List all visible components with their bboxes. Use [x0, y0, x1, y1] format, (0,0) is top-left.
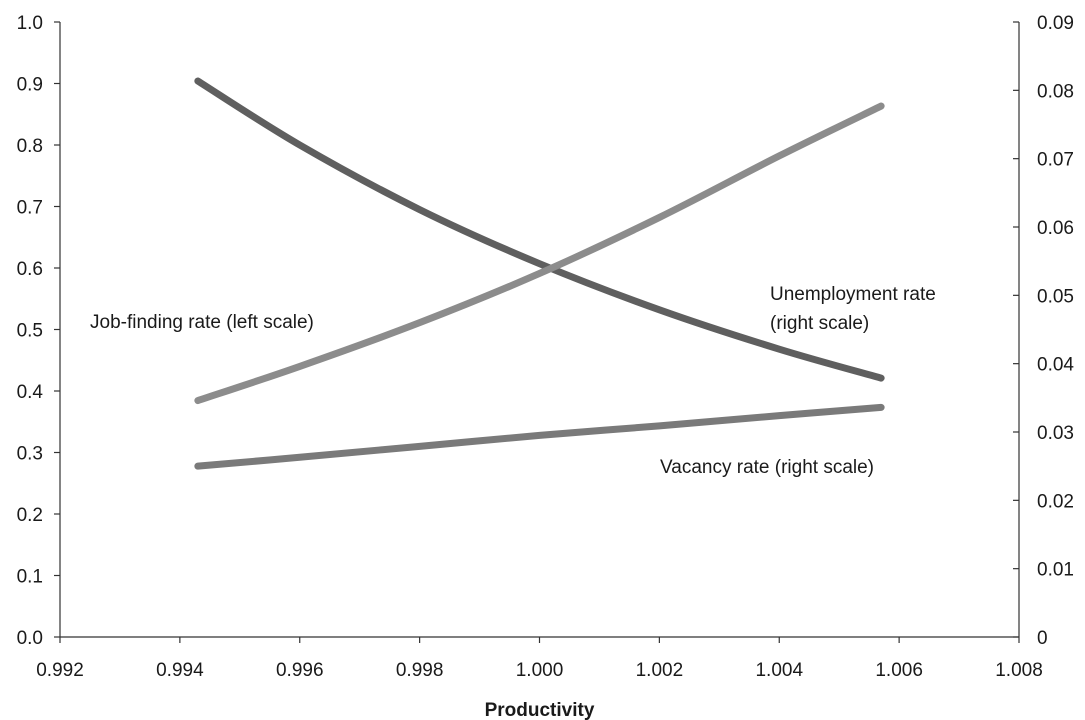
left-y-ticks: 0.0 0.1 0.2 0.3 0.4 0.5 0.6 0.7 0.8 0.9 1.0 — [17, 13, 60, 649]
x-tick-label: 1.000 — [516, 660, 564, 681]
annotation-unemployment-line2: (right scale) — [770, 313, 869, 334]
series-lines — [194, 77, 885, 470]
left-tick-label: 0.4 — [17, 382, 44, 403]
x-axis-label: Productivity — [485, 700, 595, 720]
job-finding-rate-line — [194, 77, 885, 382]
right-tick-label: 0.08 — [1037, 81, 1074, 102]
right-tick-label: 0 — [1037, 628, 1048, 649]
left-tick-label: 1.0 — [17, 13, 43, 34]
left-tick-label: 0.8 — [17, 136, 43, 157]
annotation-unemployment-line1: Unemployment rate — [770, 284, 936, 305]
right-tick-label: 0.04 — [1037, 355, 1074, 376]
right-tick-label: 0.05 — [1037, 286, 1074, 307]
vacancy-rate-line — [194, 403, 885, 470]
left-tick-label: 0.1 — [17, 567, 43, 588]
left-tick-label: 0.3 — [17, 444, 43, 465]
left-tick-label: 0.7 — [17, 198, 43, 219]
x-tick-label: 0.992 — [36, 660, 84, 681]
x-tick-label: 1.006 — [875, 660, 923, 681]
x-tick-label: 1.004 — [755, 660, 803, 681]
right-tick-label: 0.06 — [1037, 218, 1074, 239]
left-tick-label: 0.5 — [17, 321, 43, 342]
x-tick-label: 0.998 — [396, 660, 444, 681]
right-tick-label: 0.01 — [1037, 560, 1074, 581]
annotation-vacancy: Vacancy rate (right scale) — [660, 457, 874, 478]
right-tick-label: 0.02 — [1037, 491, 1074, 512]
right-y-ticks: 0 0.01 0.02 0.03 0.04 0.05 0.06 0.07 0.08 0.09 — [1013, 13, 1074, 649]
left-tick-label: 0.0 — [17, 628, 43, 649]
x-tick-label: 1.008 — [995, 660, 1043, 681]
annotation-job-finding: Job-finding rate (left scale) — [90, 312, 314, 333]
left-tick-label: 0.2 — [17, 505, 43, 526]
right-tick-label: 0.09 — [1037, 13, 1074, 34]
x-tick-label: 1.002 — [636, 660, 684, 681]
x-tick-label: 0.994 — [156, 660, 204, 681]
unemployment-rate-line — [194, 102, 885, 405]
right-tick-label: 0.07 — [1037, 150, 1074, 171]
x-ticks: 0.992 0.994 0.996 0.998 1.000 1.002 1.004 1.006… — [36, 637, 1043, 681]
left-tick-label: 0.6 — [17, 259, 43, 280]
right-tick-label: 0.03 — [1037, 423, 1074, 444]
x-tick-label: 0.996 — [276, 660, 324, 681]
left-tick-label: 0.9 — [17, 75, 43, 96]
